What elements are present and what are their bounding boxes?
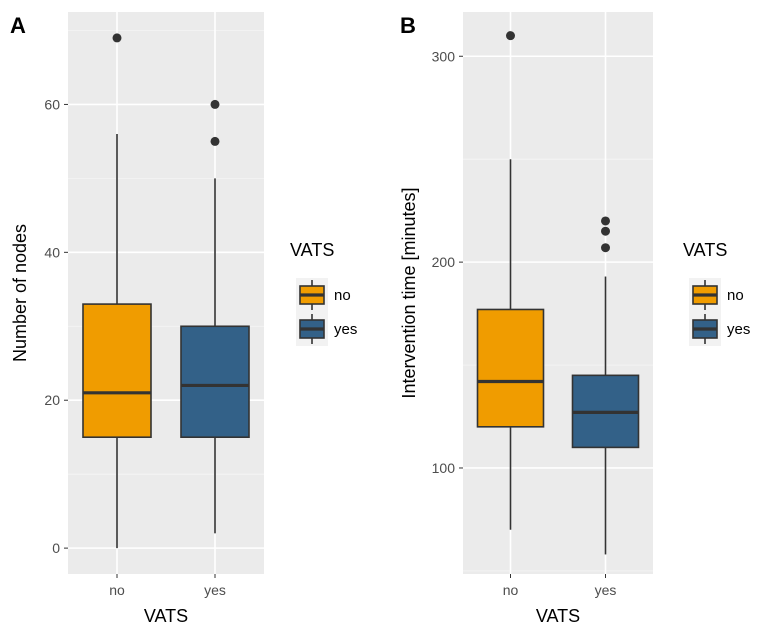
x-axis-title: VATS [144, 606, 188, 626]
y-axis-title: Number of nodes [10, 224, 30, 362]
x-tick-label: yes [595, 582, 617, 598]
x-tick-label: no [109, 582, 125, 598]
legend-title: VATS [290, 240, 334, 260]
panel-A: 0 20 40 60 no yes A VATS Number of nodes VATS no ye… [10, 12, 357, 626]
legend-label: yes [334, 321, 357, 338]
legend-label: no [334, 287, 351, 304]
outlier-point [601, 226, 610, 236]
box-yes [571, 216, 640, 555]
x-tick-label: no [503, 582, 519, 598]
y-axis-title: Intervention time [minutes] [399, 187, 419, 398]
y-tick-label: 100 [432, 460, 456, 476]
y-tick-label: 300 [432, 48, 456, 64]
y-tick-label: 40 [44, 244, 60, 260]
iqr-box [82, 303, 152, 438]
outlier-point [506, 31, 515, 41]
box-no [82, 33, 152, 549]
outlier-point [210, 99, 220, 109]
box-no [476, 31, 545, 530]
outlier-point [112, 33, 122, 43]
legend: VATS no yes [683, 240, 750, 346]
box-yes [180, 99, 250, 534]
panel-tag: A [10, 13, 26, 38]
legend-label: yes [727, 321, 750, 338]
y-tick-label: 0 [52, 540, 60, 556]
outlier-point [601, 216, 610, 226]
y-tick-label: 200 [432, 254, 456, 270]
y-tick-label: 60 [44, 96, 60, 112]
plot-panel [463, 12, 653, 574]
x-axis-title: VATS [536, 606, 580, 626]
outlier-point [601, 243, 610, 253]
legend-label: no [727, 287, 744, 304]
iqr-box [180, 325, 250, 438]
y-tick-label: 20 [44, 392, 60, 408]
iqr-box [476, 308, 545, 428]
outlier-point [210, 136, 220, 146]
legend-title: VATS [683, 240, 727, 260]
plot-panel [68, 12, 264, 574]
panel-tag: B [400, 13, 416, 38]
panel-B: 100 200 300 no yes B VATS Intervention time [mi… [399, 12, 750, 626]
legend: VATS no yes [290, 240, 357, 346]
x-tick-label: yes [204, 582, 226, 598]
